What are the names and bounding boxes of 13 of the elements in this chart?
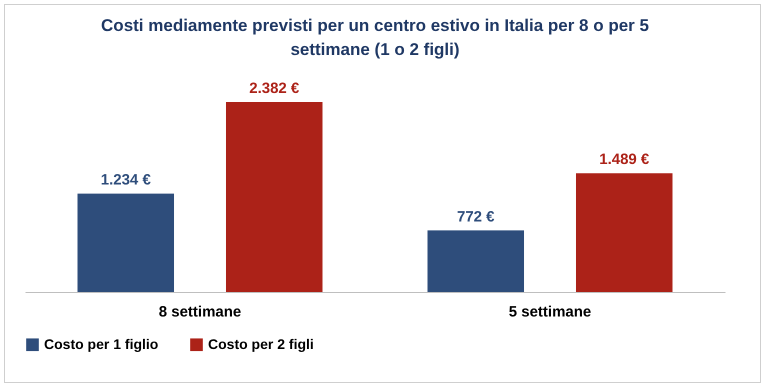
data-label: 772 € <box>456 208 496 226</box>
data-label: 1.489 € <box>599 151 650 168</box>
chart-title: Costi mediamente previsti per un centro estivo in Italia per 8 o per 5 settimane (1 o 2 figli) <box>101 16 649 59</box>
bar <box>576 173 672 292</box>
data-label: 1.234 € <box>100 172 152 189</box>
data-label: 2.382 € <box>249 80 300 97</box>
legend-label: Costo per 2 figli <box>208 336 314 352</box>
legend-label: Costo per 1 figlio <box>44 336 158 352</box>
x-tick-label: 5 settimane <box>508 304 592 320</box>
x-tick-label: 8 settimane <box>158 304 242 320</box>
bar <box>226 102 322 292</box>
bar <box>78 194 174 292</box>
bar <box>428 230 524 292</box>
